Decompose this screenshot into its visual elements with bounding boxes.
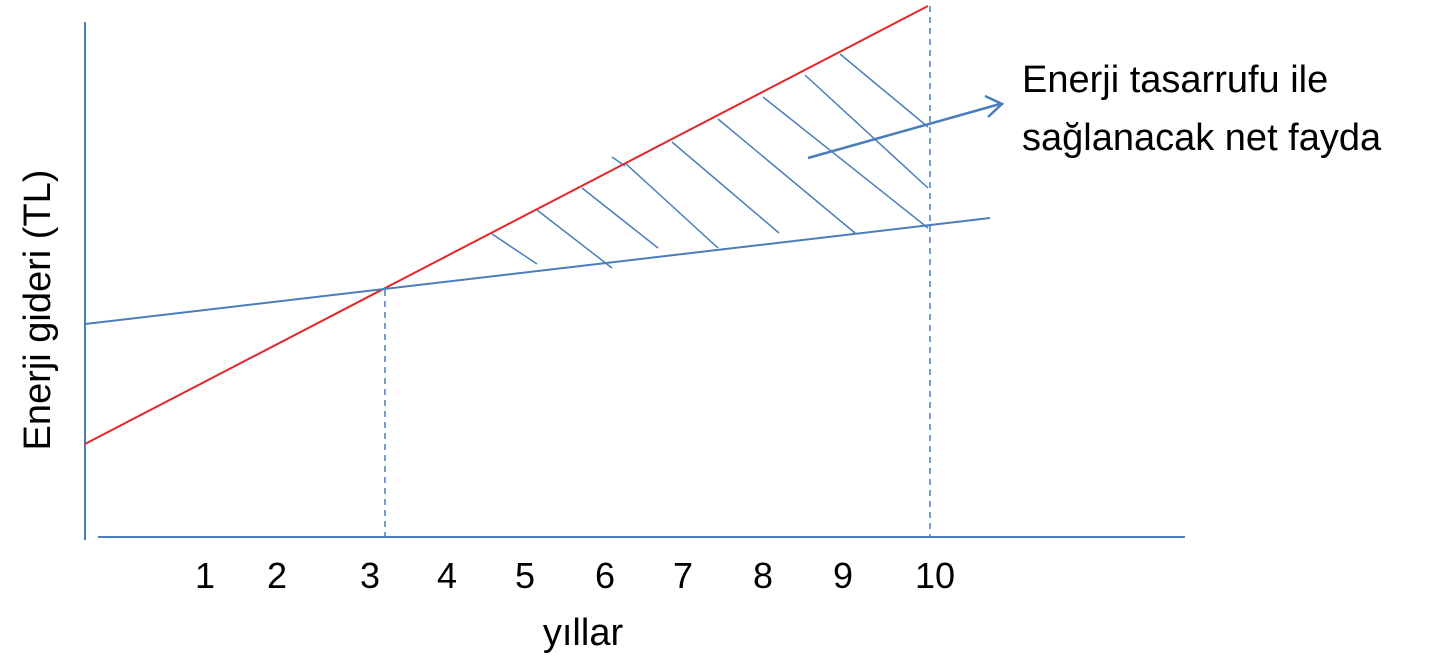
hatch-line-5	[671, 141, 780, 234]
red-cost-line	[84, 5, 929, 445]
x-tick-4: 4	[437, 555, 457, 596]
x-tick-8: 8	[753, 555, 773, 596]
annotation-line-2: sağlanacak net fayda	[1022, 117, 1382, 159]
hatch-line-8	[804, 74, 929, 189]
x-tick-7: 7	[673, 555, 693, 596]
net-benefit-hatch	[491, 53, 929, 269]
annotation-line-1: Enerji tasarrufu ile	[1022, 59, 1328, 101]
hatch-line-1	[491, 233, 538, 265]
x-tick-1: 1	[195, 555, 215, 596]
x-tick-9: 9	[833, 555, 853, 596]
x-tick-3: 3	[360, 555, 380, 596]
x-tick-2: 2	[267, 555, 287, 596]
x-tick-5: 5	[515, 555, 535, 596]
hatch-line-9	[839, 53, 929, 128]
x-tick-6: 6	[595, 555, 615, 596]
hatch-line-6	[717, 118, 856, 234]
hatch-line-7	[762, 96, 929, 229]
hatch-line-2	[536, 209, 613, 269]
y-axis-title: Enerji gideri (TL)	[17, 170, 59, 451]
hatch-line-4	[624, 162, 719, 249]
x-axis-title: yıllar	[543, 612, 624, 654]
annotation-arrow	[807, 94, 1005, 160]
x-tick-10: 10	[915, 555, 955, 596]
hatch-line-3	[581, 187, 659, 249]
blue-cost-line	[84, 217, 991, 325]
